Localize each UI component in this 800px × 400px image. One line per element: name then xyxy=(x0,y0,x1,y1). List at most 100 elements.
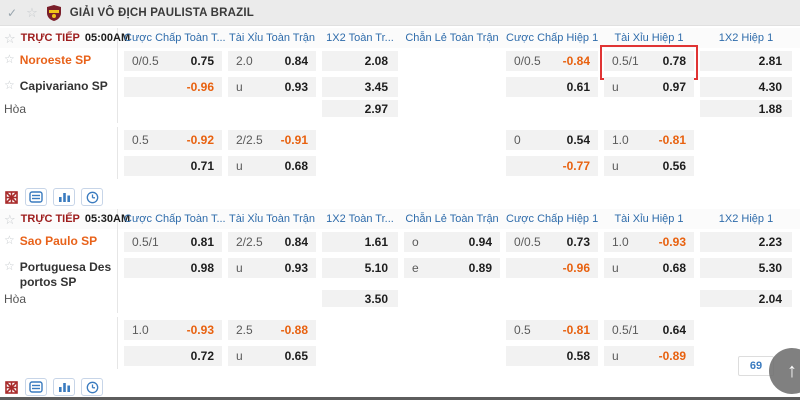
odds-cell-1x2-ft[interactable]: 2.08 xyxy=(322,51,398,71)
odds-cell-1x2-ft[interactable]: 3.50 xyxy=(322,290,398,307)
odds-cell-hdp-h1[interactable]: 0 0.54 xyxy=(506,130,598,150)
odds-cell-hdp-h1[interactable]: 0/0.5 -0.84 xyxy=(506,51,598,71)
away-team-name[interactable]: Portuguesa Desportos SP xyxy=(19,260,112,289)
odds-cell-ou-ft[interactable]: 2/2.5 0.84 xyxy=(228,232,316,252)
odds-cell-oe-ft[interactable]: e 0.89 xyxy=(404,258,500,278)
odds-cell-1x2-ft[interactable]: 5.10 xyxy=(322,258,398,278)
odds-value: 0.56 xyxy=(662,159,686,173)
stats-chart-button[interactable] xyxy=(53,188,75,206)
league-header-bar: ✓ ☆ GIẢI VÔ ĐỊCH PAULISTA BRAZIL xyxy=(0,0,800,26)
scroll-top-button[interactable]: ↑ xyxy=(769,348,800,394)
live-label: TRỰC TIẾP xyxy=(20,32,80,44)
odds-cell-hdp-ft[interactable]: 0.98 xyxy=(124,258,222,278)
odds-toolbar xyxy=(0,377,800,397)
markets-list-button[interactable] xyxy=(25,188,47,206)
odds-cell-ou-ft[interactable]: u 0.93 xyxy=(228,258,316,278)
closed-market-icon[interactable] xyxy=(3,189,19,205)
odds-cell-hdp-h1[interactable]: -0.77 xyxy=(506,156,598,176)
favorite-star-icon[interactable]: ☆ xyxy=(4,52,15,66)
odds-cell-1x2-h1[interactable]: 5.30 xyxy=(700,258,792,278)
total-line: u xyxy=(612,261,619,275)
odds-value: 0.65 xyxy=(284,349,308,363)
favorite-star-icon[interactable]: ☆ xyxy=(4,211,16,227)
check-icon[interactable]: ✓ xyxy=(7,5,18,20)
odds-value: 2.23 xyxy=(758,235,782,249)
total-line: u xyxy=(236,80,243,94)
handicap-line: 1.0 xyxy=(132,323,149,337)
total-line: u xyxy=(236,261,243,275)
odds-value: 0.61 xyxy=(566,80,590,94)
odds-value: 1.88 xyxy=(758,101,782,116)
odds-cell-ou-h1[interactable]: 1.0 -0.93 xyxy=(604,232,694,252)
odds-cell-hdp-ft[interactable]: 0.5 -0.92 xyxy=(124,130,222,150)
odds-cell-hdp-ft[interactable]: 0.5/1 0.81 xyxy=(124,232,222,252)
odds-cell-ou-ft[interactable]: 2.0 0.84 xyxy=(228,51,316,71)
odds-cell-ou-h1[interactable]: u 0.68 xyxy=(604,258,694,278)
odds-cell-hdp-ft[interactable]: 0.72 xyxy=(124,346,222,366)
odds-cell-1x2-h1[interactable]: 2.23 xyxy=(700,232,792,252)
odds-cell-1x2-h1[interactable]: 4.30 xyxy=(700,77,792,97)
odds-cell-ou-ft[interactable]: u 0.68 xyxy=(228,156,316,176)
odds-cell-hdp-h1[interactable]: 0.5 -0.81 xyxy=(506,320,598,340)
odds-cell-hdp-h1[interactable]: 0.61 xyxy=(506,77,598,97)
away-row: ☆ Portuguesa Desportos SP 0.98 u 0.93 5.1… xyxy=(0,255,800,290)
odds-value: -0.93 xyxy=(658,235,686,249)
odds-cell-hdp-ft[interactable]: 1.0 -0.93 xyxy=(124,320,222,340)
odds-cell-hdp-ft[interactable]: 0/0.5 0.75 xyxy=(124,51,222,71)
match-header-row: ☆ TRỰC TIẾP 05:00AM Cược Chấp Toàn T... … xyxy=(0,28,800,48)
odds-value: 1.61 xyxy=(364,235,388,249)
col-header-ou-ft: Tài Xỉu Toàn Trận xyxy=(228,32,315,44)
favorite-star-icon[interactable]: ☆ xyxy=(4,233,15,247)
favorite-star-icon[interactable]: ☆ xyxy=(4,30,16,46)
odds-cell-ou-ft[interactable]: 2/2.5 -0.91 xyxy=(228,130,316,150)
odds-value: 0.84 xyxy=(284,54,308,68)
odds-cell-hdp-ft[interactable]: -0.96 xyxy=(124,77,222,97)
odds-cell-1x2-h1[interactable]: 1.88 xyxy=(700,100,792,117)
odds-cell-hdp-ft[interactable]: 0.71 xyxy=(124,156,222,176)
odds-value: 3.45 xyxy=(364,80,388,94)
favorite-star-icon[interactable]: ☆ xyxy=(4,259,15,273)
stats-chart-button[interactable] xyxy=(53,378,75,396)
col-header-1x2-ft: 1X2 Toàn Tr... xyxy=(326,32,394,44)
home-team-name[interactable]: Noroeste SP xyxy=(19,53,92,67)
odds-value: 0.81 xyxy=(190,235,214,249)
league-logo-icon xyxy=(46,4,61,21)
odds-cell-1x2-ft[interactable]: 3.45 xyxy=(322,77,398,97)
favorite-star-icon[interactable]: ☆ xyxy=(4,78,15,92)
up-arrow-icon: ↑ xyxy=(787,360,797,382)
home-row: ☆ Sao Paulo SP 0.5/1 0.81 2/2.5 0.84 1.61 … xyxy=(0,229,800,255)
odds-cell-ou-h1[interactable]: u 0.97 xyxy=(604,77,694,97)
league-favorite-star-icon[interactable]: ☆ xyxy=(26,5,38,20)
odds-cell-ou-h1[interactable]: u 0.56 xyxy=(604,156,694,176)
draw-label: Hòa xyxy=(4,102,27,116)
home-team-name[interactable]: Sao Paulo SP xyxy=(19,234,98,248)
league-title: GIẢI VÔ ĐỊCH PAULISTA BRAZIL xyxy=(69,6,254,19)
odds-cell-ou-ft[interactable]: 2.5 -0.88 xyxy=(228,320,316,340)
odds-cell-oe-ft[interactable]: o 0.94 xyxy=(404,232,500,252)
odds-cell-ou-h1[interactable]: 0.5/1 0.78 xyxy=(600,45,698,80)
odds-cell-1x2-h1[interactable]: 2.04 xyxy=(700,290,792,307)
total-line: 1.0 xyxy=(612,133,629,147)
bottom-divider xyxy=(0,397,800,400)
odds-cell-1x2-ft[interactable]: 1.61 xyxy=(322,232,398,252)
history-clock-button[interactable] xyxy=(81,378,103,396)
odds-cell-ou-h1[interactable]: 0.5/1 0.64 xyxy=(604,320,694,340)
away-row: ☆ Capivariano SP -0.96 u 0.93 3.45 0.61 u… xyxy=(0,74,800,100)
away-team-name[interactable]: Capivariano SP xyxy=(19,79,108,93)
odds-cell-1x2-ft[interactable]: 2.97 xyxy=(322,100,398,117)
odds-value: 0.78 xyxy=(662,54,686,68)
closed-market-icon[interactable] xyxy=(3,379,19,395)
odds-cell-hdp-h1[interactable]: 0/0.5 0.73 xyxy=(506,232,598,252)
history-clock-button[interactable] xyxy=(81,188,103,206)
odds-cell-ou-ft[interactable]: u 0.93 xyxy=(228,77,316,97)
odds-cell-hdp-h1[interactable]: 0.58 xyxy=(506,346,598,366)
odds-value: 0.94 xyxy=(468,235,492,249)
markets-list-button[interactable] xyxy=(25,378,47,396)
odds-cell-hdp-h1[interactable]: -0.96 xyxy=(506,258,598,278)
odds-cell-ou-h1[interactable]: u -0.89 xyxy=(604,346,694,366)
odds-cell-1x2-h1[interactable]: 2.81 xyxy=(700,51,792,71)
draw-row: Hòa 2.97 1.88 xyxy=(0,100,800,123)
odds-cell-ou-ft[interactable]: u 0.65 xyxy=(228,346,316,366)
odds-cell-ou-h1[interactable]: 1.0 -0.81 xyxy=(604,130,694,150)
odds-value: 2.97 xyxy=(364,101,388,116)
